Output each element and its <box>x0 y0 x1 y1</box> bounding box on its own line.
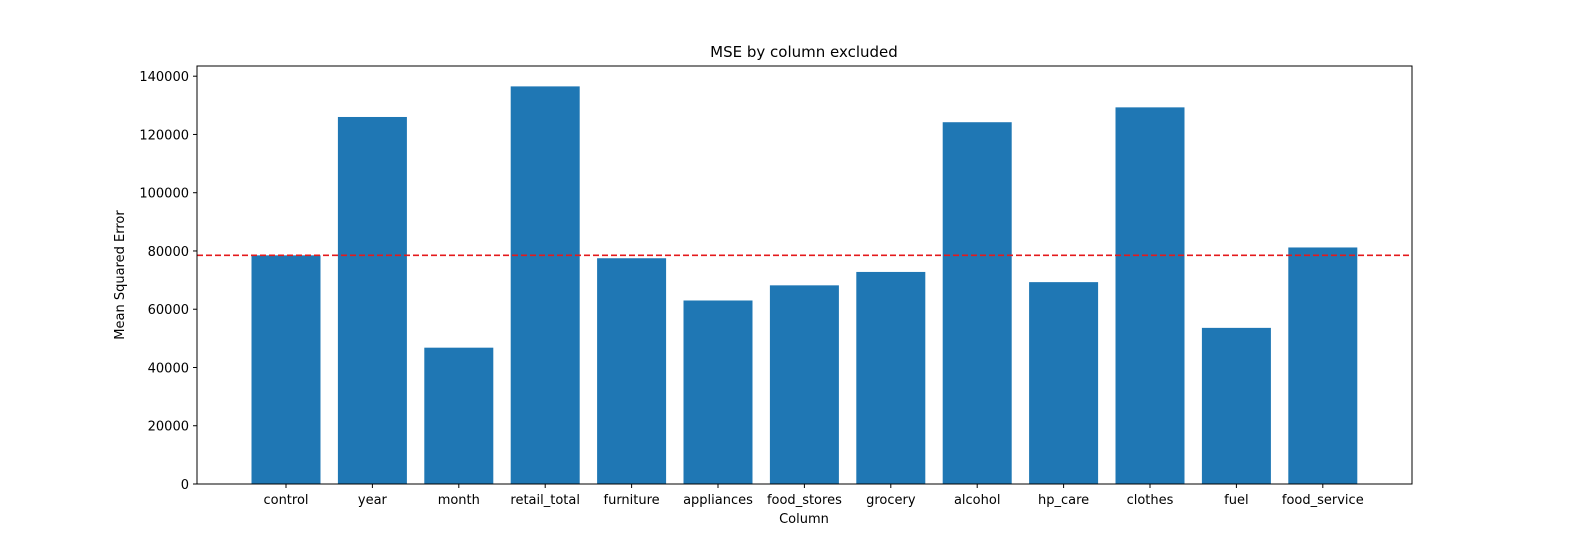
x-tick-label: furniture <box>604 493 660 508</box>
x-tick-label: month <box>438 493 480 508</box>
bar-clothes <box>1115 107 1185 484</box>
y-tick-label: 20000 <box>148 420 189 435</box>
bar-control <box>251 255 321 484</box>
bar-food-stores <box>769 285 839 484</box>
bar-retail-total <box>510 86 580 484</box>
bar-furniture <box>597 258 667 484</box>
x-tick-label: grocery <box>866 493 916 508</box>
y-tick-label: 40000 <box>148 361 189 376</box>
x-tick-label: hp_care <box>1038 493 1089 508</box>
x-tick-label: food_stores <box>767 493 842 508</box>
x-tick-label: alcohol <box>954 493 1000 508</box>
y-tick-label: 0 <box>181 478 189 493</box>
y-tick-label: 100000 <box>139 187 189 202</box>
x-tick-label: year <box>358 493 388 508</box>
plot-frame <box>196 65 1413 485</box>
bar-month <box>424 347 494 484</box>
y-tick-label: 140000 <box>139 70 189 85</box>
x-tick-label: retail_total <box>510 493 580 508</box>
x-tick-label: fuel <box>1224 493 1248 508</box>
x-tick-label: control <box>263 493 308 508</box>
bar-hp-care <box>1029 282 1099 484</box>
chart-title: MSE by column excluded <box>710 43 898 61</box>
x-axis-label: Column <box>779 512 829 527</box>
bar-year <box>337 116 407 484</box>
bar-grocery <box>856 271 926 484</box>
bar-alcohol <box>942 122 1012 485</box>
y-axis-label: Mean Squared Error <box>113 210 128 340</box>
y-tick-label: 80000 <box>148 245 189 260</box>
bar-food-service <box>1288 247 1358 484</box>
x-tick-label: appliances <box>683 493 753 508</box>
bar-appliances <box>683 300 753 484</box>
y-tick-label: 120000 <box>139 128 189 143</box>
x-tick-label: food_service <box>1282 493 1364 508</box>
x-tick-label: clothes <box>1127 493 1174 508</box>
y-tick-label: 60000 <box>148 303 189 318</box>
bar-fuel <box>1201 327 1271 484</box>
